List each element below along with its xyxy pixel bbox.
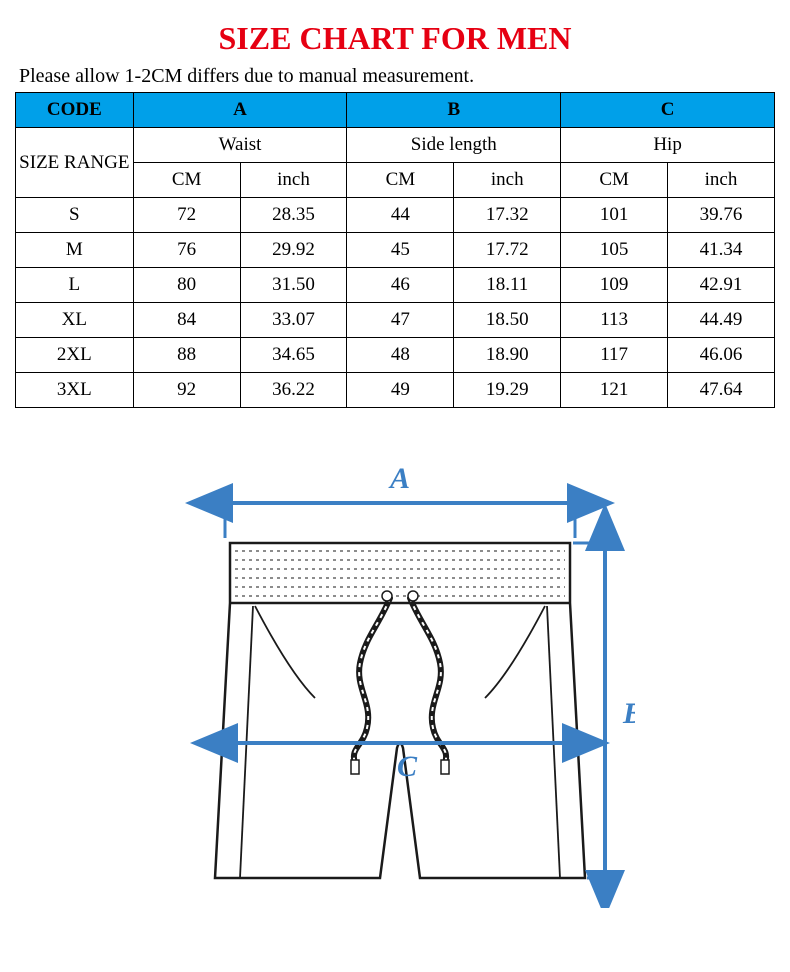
table-cell: 121 xyxy=(561,373,668,408)
table-row: 2XL8834.654818.9011746.06 xyxy=(16,338,775,373)
table-cell: 76 xyxy=(133,233,240,268)
svg-text:C: C xyxy=(397,750,418,783)
table-cell: 31.50 xyxy=(240,268,347,303)
table-cell: 105 xyxy=(561,233,668,268)
unit-header: CM xyxy=(347,163,454,198)
table-cell: 17.72 xyxy=(454,233,561,268)
table-cell: 29.92 xyxy=(240,233,347,268)
svg-text:B: B xyxy=(622,697,635,730)
table-row: L8031.504618.1110942.91 xyxy=(16,268,775,303)
table-cell: 47.64 xyxy=(668,373,775,408)
size-chart-table: CODE ABC SIZE RANGE WaistSide lengthHip … xyxy=(15,92,775,408)
table-row: M7629.924517.7210541.34 xyxy=(16,233,775,268)
group-header: C xyxy=(561,93,775,128)
table-cell: 34.65 xyxy=(240,338,347,373)
table-cell: 18.11 xyxy=(454,268,561,303)
table-cell: 41.34 xyxy=(668,233,775,268)
table-cell: 84 xyxy=(133,303,240,338)
table-row: 3XL9236.224919.2912147.64 xyxy=(16,373,775,408)
table-cell: 18.50 xyxy=(454,303,561,338)
table-subheader-row: SIZE RANGE WaistSide lengthHip xyxy=(16,128,775,163)
unit-header: inch xyxy=(454,163,561,198)
table-cell: XL xyxy=(16,303,134,338)
unit-header: inch xyxy=(668,163,775,198)
table-cell: 47 xyxy=(347,303,454,338)
table-cell: 48 xyxy=(347,338,454,373)
range-header: SIZE RANGE xyxy=(16,128,134,198)
group-header: B xyxy=(347,93,561,128)
table-cell: 36.22 xyxy=(240,373,347,408)
table-cell: 88 xyxy=(133,338,240,373)
table-cell: 49 xyxy=(347,373,454,408)
table-cell: M xyxy=(16,233,134,268)
table-row: S7228.354417.3210139.76 xyxy=(16,198,775,233)
table-cell: 18.90 xyxy=(454,338,561,373)
table-cell: 109 xyxy=(561,268,668,303)
unit-header: CM xyxy=(561,163,668,198)
unit-header: inch xyxy=(240,163,347,198)
table-cell: 33.07 xyxy=(240,303,347,338)
unit-header: CM xyxy=(133,163,240,198)
table-cell: 101 xyxy=(561,198,668,233)
group-label: Side length xyxy=(347,128,561,163)
table-cell: 42.91 xyxy=(668,268,775,303)
table-cell: 117 xyxy=(561,338,668,373)
shorts-diagram: A B C xyxy=(15,448,775,913)
table-cell: S xyxy=(16,198,134,233)
group-label: Waist xyxy=(133,128,347,163)
table-cell: 44 xyxy=(347,198,454,233)
table-cell: L xyxy=(16,268,134,303)
table-header-row: CODE ABC xyxy=(16,93,775,128)
code-header: CODE xyxy=(16,93,134,128)
group-header: A xyxy=(133,93,347,128)
table-cell: 92 xyxy=(133,373,240,408)
page-title: SIZE CHART FOR MEN xyxy=(15,20,775,57)
svg-text:A: A xyxy=(388,462,410,495)
table-cell: 80 xyxy=(133,268,240,303)
table-cell: 3XL xyxy=(16,373,134,408)
table-cell: 28.35 xyxy=(240,198,347,233)
table-cell: 44.49 xyxy=(668,303,775,338)
table-cell: 45 xyxy=(347,233,454,268)
table-row: XL8433.074718.5011344.49 xyxy=(16,303,775,338)
table-cell: 46.06 xyxy=(668,338,775,373)
table-cell: 19.29 xyxy=(454,373,561,408)
table-cell: 113 xyxy=(561,303,668,338)
table-cell: 39.76 xyxy=(668,198,775,233)
table-cell: 2XL xyxy=(16,338,134,373)
table-cell: 17.32 xyxy=(454,198,561,233)
table-cell: 46 xyxy=(347,268,454,303)
group-label: Hip xyxy=(561,128,775,163)
measurement-note: Please allow 1-2CM differs due to manual… xyxy=(15,65,775,88)
table-cell: 72 xyxy=(133,198,240,233)
